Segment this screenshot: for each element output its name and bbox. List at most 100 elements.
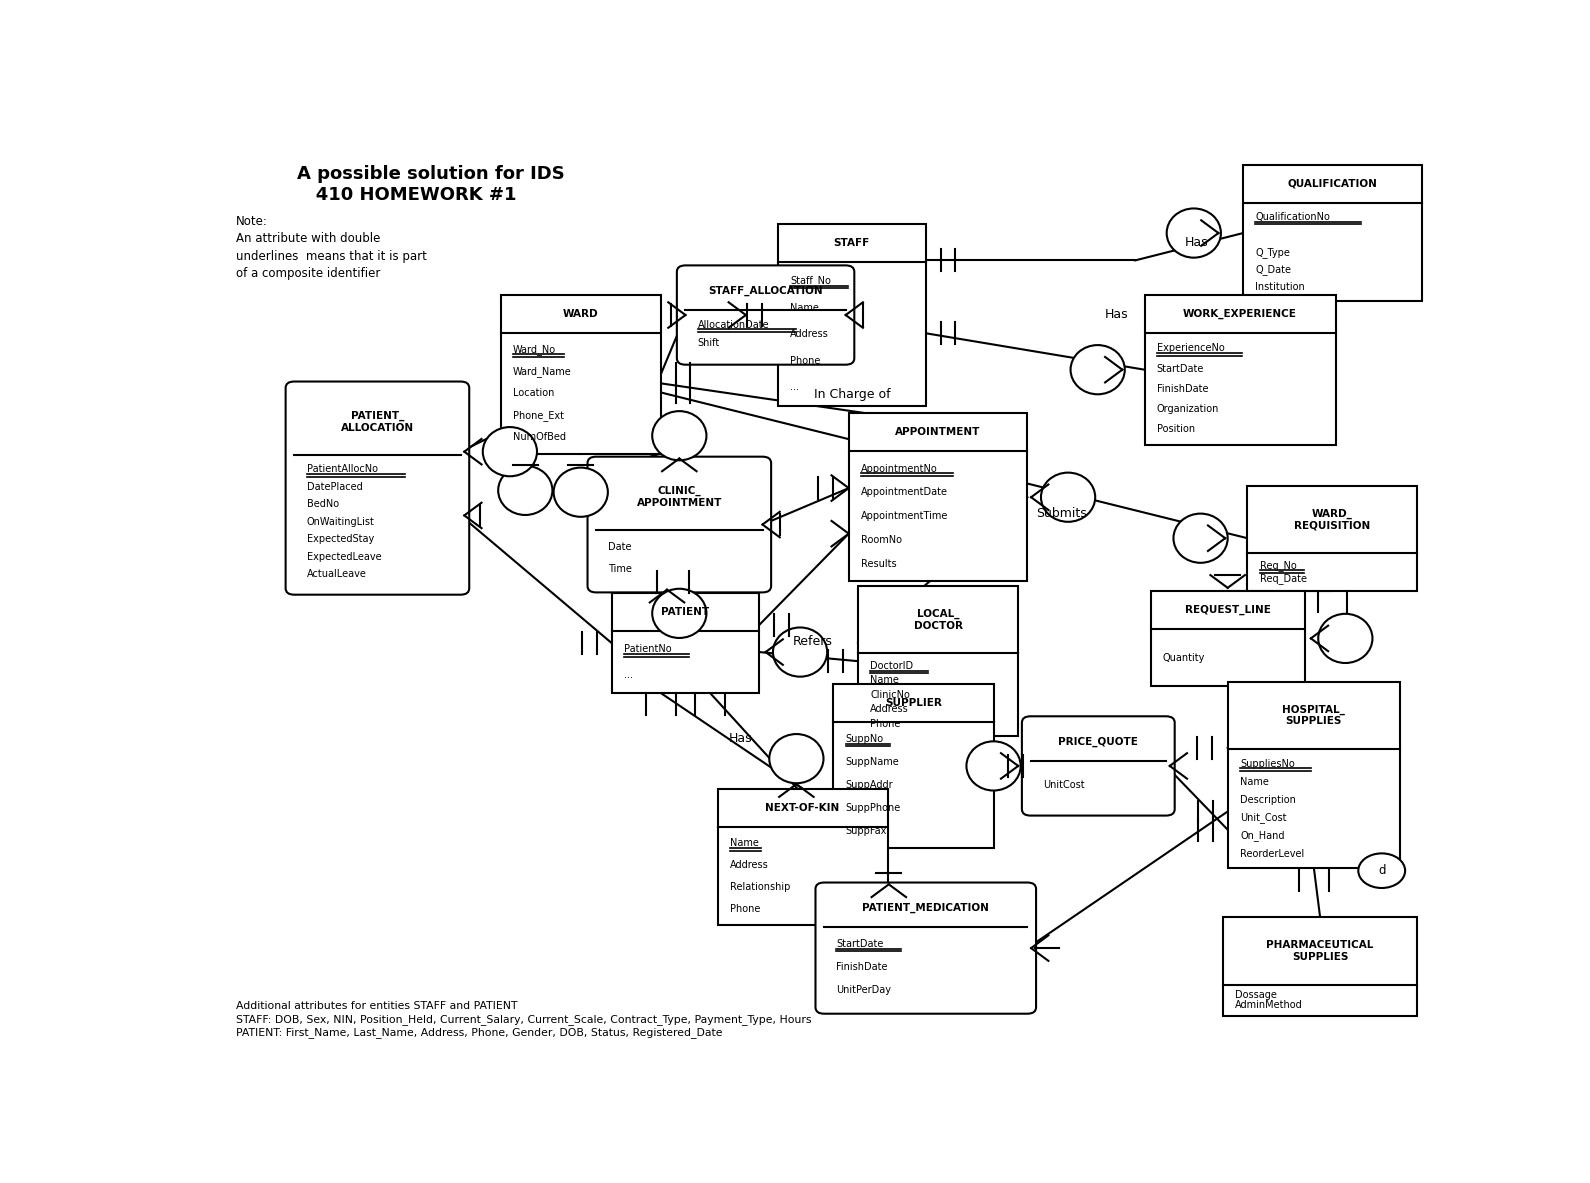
Bar (612, 593, 760, 693)
Text: SuppliesNo: SuppliesNo (1240, 758, 1294, 769)
Bar (1243, 164, 1421, 302)
Text: BedNo: BedNo (307, 499, 339, 510)
Text: HOSPITAL_
SUPPLIES: HOSPITAL_ SUPPLIES (1283, 704, 1345, 726)
Text: REQUEST_LINE: REQUEST_LINE (1185, 605, 1270, 615)
Text: 410 HOMEWORK #1: 410 HOMEWORK #1 (297, 186, 517, 203)
Text: Staff_No: Staff_No (790, 276, 832, 286)
Text: SUPPLIER: SUPPLIER (886, 698, 941, 709)
Text: Name: Name (870, 675, 900, 685)
Text: QualificationNo: QualificationNo (1256, 212, 1331, 222)
Text: Organization: Organization (1158, 405, 1220, 414)
Text: A possible solution for IDS: A possible solution for IDS (297, 164, 564, 182)
Text: Location: Location (514, 388, 555, 399)
Text: AppointmentTime: AppointmentTime (862, 511, 949, 522)
Text: Has: Has (1185, 235, 1208, 248)
Text: AllocationDate: AllocationDate (698, 319, 770, 330)
Text: APPOINTMENT: APPOINTMENT (895, 427, 981, 437)
Text: d: d (1379, 865, 1385, 877)
Text: ExperienceNo: ExperienceNo (1158, 343, 1224, 354)
Text: WORK_EXPERIENCE: WORK_EXPERIENCE (1183, 309, 1297, 318)
Text: PRICE_QUOTE: PRICE_QUOTE (1059, 737, 1138, 746)
Bar (849, 413, 1027, 582)
Bar (1227, 681, 1401, 868)
Bar (859, 586, 1018, 736)
Bar (717, 789, 887, 925)
Text: Relationship: Relationship (730, 883, 790, 892)
Text: LOCAL_
DOCTOR: LOCAL_ DOCTOR (914, 609, 962, 631)
Text: AppointmentDate: AppointmentDate (862, 487, 948, 498)
Text: Date: Date (609, 542, 631, 552)
Text: SuppAddr: SuppAddr (846, 780, 894, 790)
Ellipse shape (1167, 208, 1221, 258)
Text: Results: Results (862, 560, 897, 569)
Text: STAFF_ALLOCATION: STAFF_ALLOCATION (708, 286, 824, 296)
Ellipse shape (498, 466, 552, 515)
Text: Dossage: Dossage (1235, 990, 1277, 1000)
Text: PatientAllocNo: PatientAllocNo (307, 465, 377, 474)
Text: ExpectedLeave: ExpectedLeave (307, 551, 382, 562)
Bar (778, 224, 925, 406)
Text: Req_Date: Req_Date (1259, 573, 1307, 584)
Text: Has: Has (1105, 309, 1129, 322)
Text: OnWaitingList: OnWaitingList (307, 517, 375, 526)
Ellipse shape (1041, 473, 1096, 522)
Text: ClinicNo: ClinicNo (870, 690, 909, 700)
Text: PATIENT_MEDICATION: PATIENT_MEDICATION (862, 903, 989, 913)
Text: Q_Date: Q_Date (1256, 264, 1291, 276)
Text: Submits: Submits (1037, 508, 1086, 521)
Text: Shift: Shift (698, 338, 720, 349)
Text: Name: Name (790, 303, 819, 312)
FancyBboxPatch shape (588, 457, 771, 593)
Text: Note:
An attribute with double
underlines  means that it is part
of a composite : Note: An attribute with double underline… (235, 215, 426, 280)
Circle shape (1358, 853, 1406, 888)
Text: AppointmentNo: AppointmentNo (862, 464, 938, 473)
Text: PHARMACEUTICAL
SUPPLIES: PHARMACEUTICAL SUPPLIES (1266, 940, 1374, 962)
Text: QUALIFICATION: QUALIFICATION (1288, 179, 1377, 189)
FancyBboxPatch shape (286, 382, 469, 595)
Text: SuppFax: SuppFax (846, 826, 887, 836)
Ellipse shape (1173, 513, 1227, 563)
Text: NEXT-OF-KIN: NEXT-OF-KIN (765, 803, 840, 813)
FancyBboxPatch shape (677, 265, 854, 364)
Ellipse shape (1318, 614, 1372, 662)
Text: STAFF: STAFF (833, 238, 870, 248)
Text: Phone: Phone (870, 718, 900, 729)
Text: UnitPerDay: UnitPerDay (836, 985, 892, 995)
Text: Address: Address (790, 329, 828, 340)
Ellipse shape (770, 733, 824, 783)
Text: Refers: Refers (792, 634, 832, 647)
Bar (1145, 295, 1336, 445)
Text: Name: Name (730, 839, 758, 848)
Bar (501, 295, 661, 454)
Ellipse shape (652, 589, 706, 638)
Text: SuppNo: SuppNo (846, 735, 884, 744)
Text: ActualLeave: ActualLeave (307, 569, 366, 580)
Text: Additional attributes for entities STAFF and PATIENT
STAFF: DOB, Sex, NIN, Posit: Additional attributes for entities STAFF… (235, 1001, 811, 1039)
Text: Institution: Institution (1256, 283, 1305, 292)
Bar (833, 684, 994, 848)
Text: Ward_No: Ward_No (514, 344, 556, 355)
Text: StartDate: StartDate (1158, 363, 1204, 374)
Ellipse shape (967, 742, 1021, 790)
Text: PATIENT_
ALLOCATION: PATIENT_ ALLOCATION (340, 411, 413, 433)
Text: Time: Time (609, 564, 633, 575)
Text: Ward_Name: Ward_Name (514, 366, 572, 376)
Text: Phone: Phone (790, 356, 820, 366)
Bar (1223, 917, 1417, 1015)
Bar (1248, 486, 1417, 590)
Ellipse shape (652, 412, 706, 460)
Text: UnitCost: UnitCost (1043, 780, 1084, 790)
Text: SuppName: SuppName (846, 757, 900, 767)
Text: Phone_Ext: Phone_Ext (514, 411, 564, 421)
Text: AdminMethod: AdminMethod (1235, 1000, 1302, 1010)
Text: Name: Name (1240, 777, 1269, 787)
FancyBboxPatch shape (816, 883, 1037, 1014)
Text: Q_Type: Q_Type (1256, 247, 1289, 258)
Text: Req_No: Req_No (1259, 560, 1296, 570)
Text: On_Hand: On_Hand (1240, 830, 1285, 841)
Text: ReorderLevel: ReorderLevel (1240, 849, 1304, 859)
Text: NumOfBed: NumOfBed (514, 433, 566, 442)
FancyBboxPatch shape (1022, 716, 1175, 815)
Text: CLINIC_
APPOINTMENT: CLINIC_ APPOINTMENT (636, 486, 722, 508)
Ellipse shape (773, 627, 827, 677)
